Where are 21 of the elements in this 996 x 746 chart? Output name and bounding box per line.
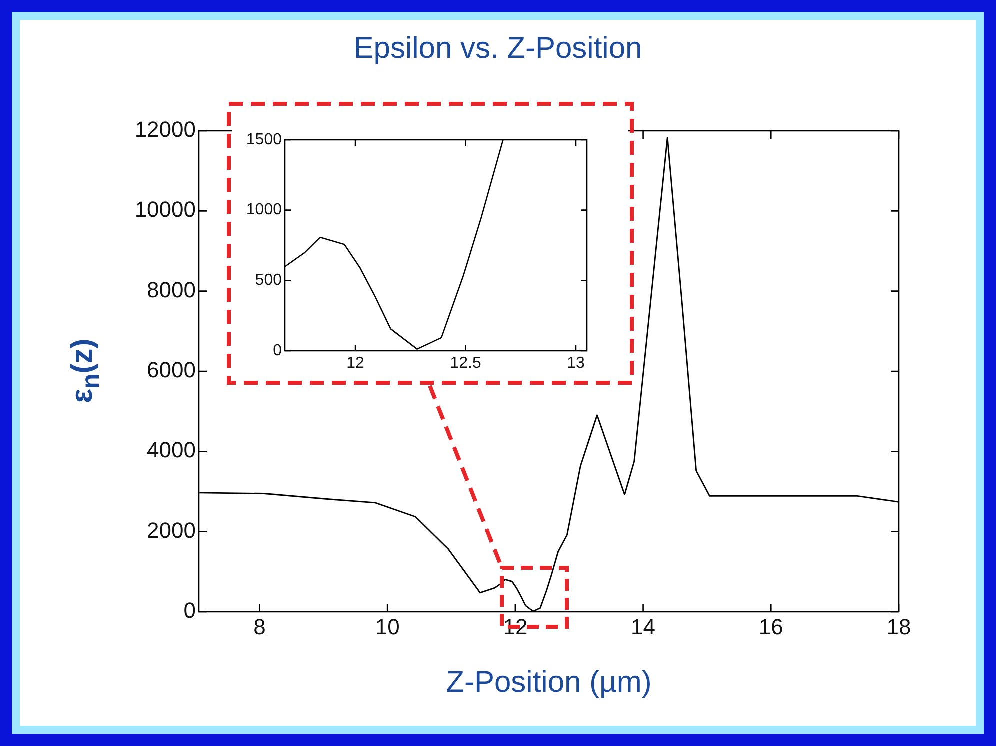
y-tick-label: 8000 [147,277,196,302]
x-tick-label: 13 [567,355,585,372]
y-tick-label: 4000 [147,438,196,463]
y-tick-label: 12000 [134,117,196,142]
x-tick-label: 18 [886,614,912,640]
y-tick-label: 0 [184,598,196,624]
x-tick-label: 16 [758,614,784,640]
x-tick-label: 12 [346,355,365,372]
y-tick-label: 10000 [134,197,196,222]
y-tick-label: 1500 [246,131,282,148]
x-tick-label: 8 [254,614,266,640]
y-tick-label: 0 [273,342,282,360]
x-tick-label: 14 [631,614,656,640]
y-tick-label: 1000 [246,202,282,219]
y-tick-label: 6000 [147,358,196,383]
x-tick-label: 10 [375,614,400,640]
x-axis-title: Z-Position (µm) [445,666,653,700]
y-tick-label: 500 [255,272,282,290]
x-tick-label: 12.5 [450,355,482,372]
chart-title: Epsilon vs. Z-Position [352,32,644,66]
y-tick-label: 2000 [147,518,196,543]
